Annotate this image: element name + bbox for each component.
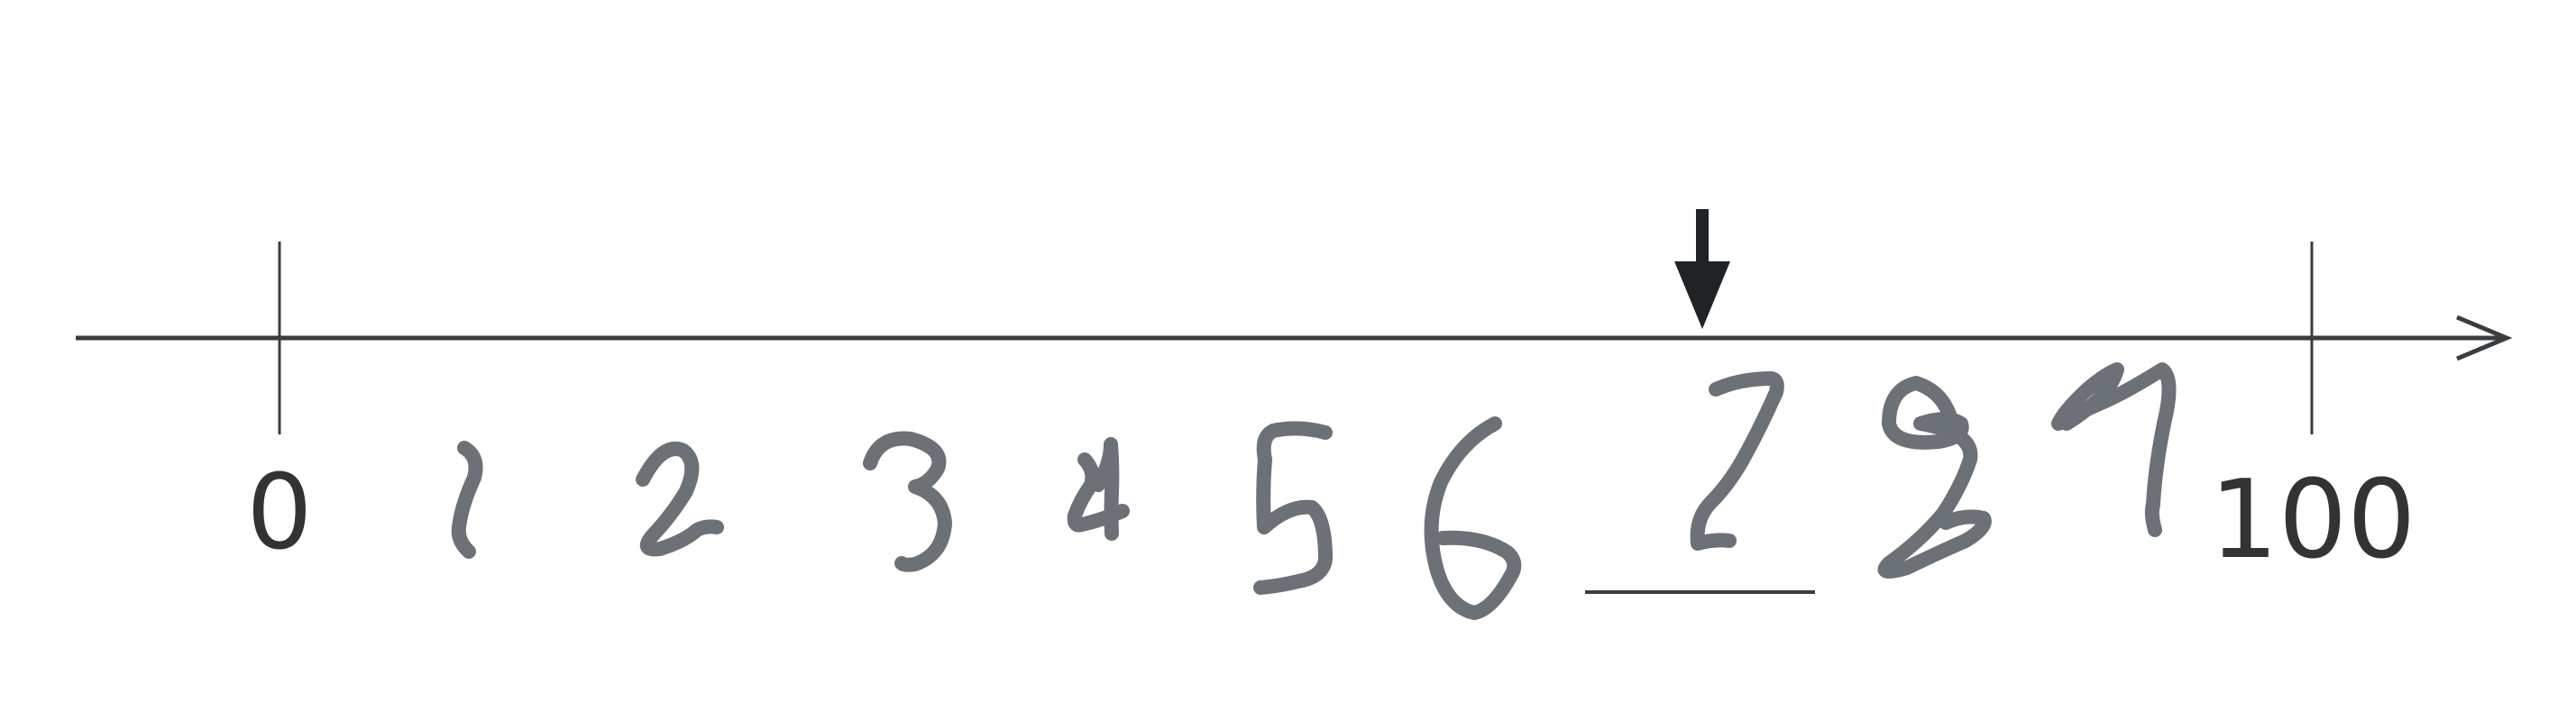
- handwritten-digit-2: [636, 442, 724, 557]
- handwritten-digit-7: [1690, 371, 1784, 551]
- pointer-arrow-icon: [1674, 209, 1730, 329]
- handwritten-digit-9: [2051, 362, 2177, 537]
- axis-arrowhead: [2456, 315, 2513, 361]
- handwritten-digit-8: [1877, 376, 1992, 579]
- handwritten-digit-1: [451, 441, 483, 559]
- label-end: 100: [2209, 458, 2416, 583]
- handwritten-digit-5: [1253, 421, 1333, 595]
- handwritten-digit-4: [1067, 437, 1130, 541]
- handwritten-digit-6: [1424, 416, 1522, 620]
- label-start: 0: [246, 452, 312, 573]
- handwritten-digit-3: [863, 431, 952, 572]
